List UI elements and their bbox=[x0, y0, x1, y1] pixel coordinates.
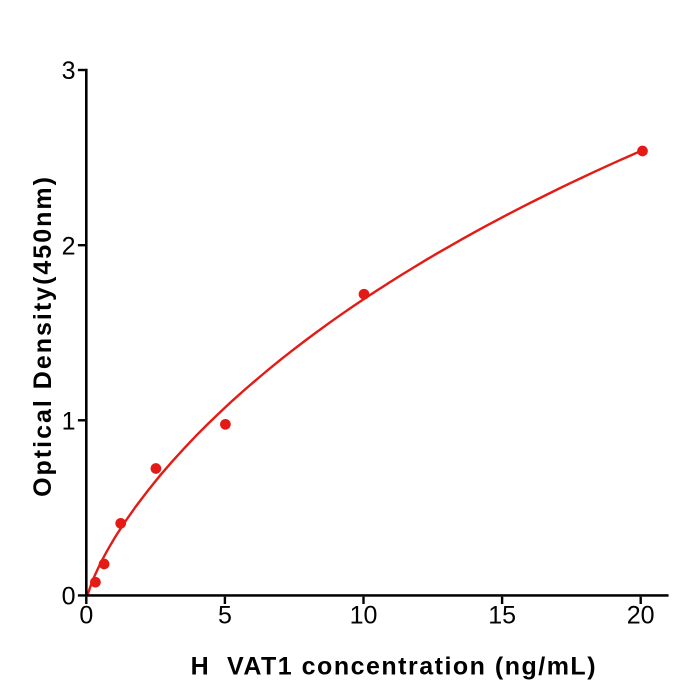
svg-text:2: 2 bbox=[62, 232, 76, 260]
svg-text:0: 0 bbox=[62, 583, 76, 611]
svg-text:15: 15 bbox=[488, 602, 516, 630]
svg-text:10: 10 bbox=[350, 602, 378, 630]
svg-text:20: 20 bbox=[627, 602, 655, 630]
svg-text:1: 1 bbox=[62, 407, 76, 435]
svg-text:0: 0 bbox=[79, 602, 93, 630]
svg-text:H VAT1 concentration (ng/mL): H VAT1 concentration (ng/mL) bbox=[191, 653, 597, 681]
svg-text:5: 5 bbox=[218, 602, 232, 630]
svg-text:Optical Density(450nm): Optical Density(450nm) bbox=[29, 175, 57, 497]
svg-text:3: 3 bbox=[62, 57, 76, 85]
